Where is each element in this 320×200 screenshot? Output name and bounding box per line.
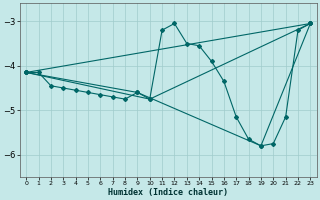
X-axis label: Humidex (Indice chaleur): Humidex (Indice chaleur) xyxy=(108,188,228,197)
